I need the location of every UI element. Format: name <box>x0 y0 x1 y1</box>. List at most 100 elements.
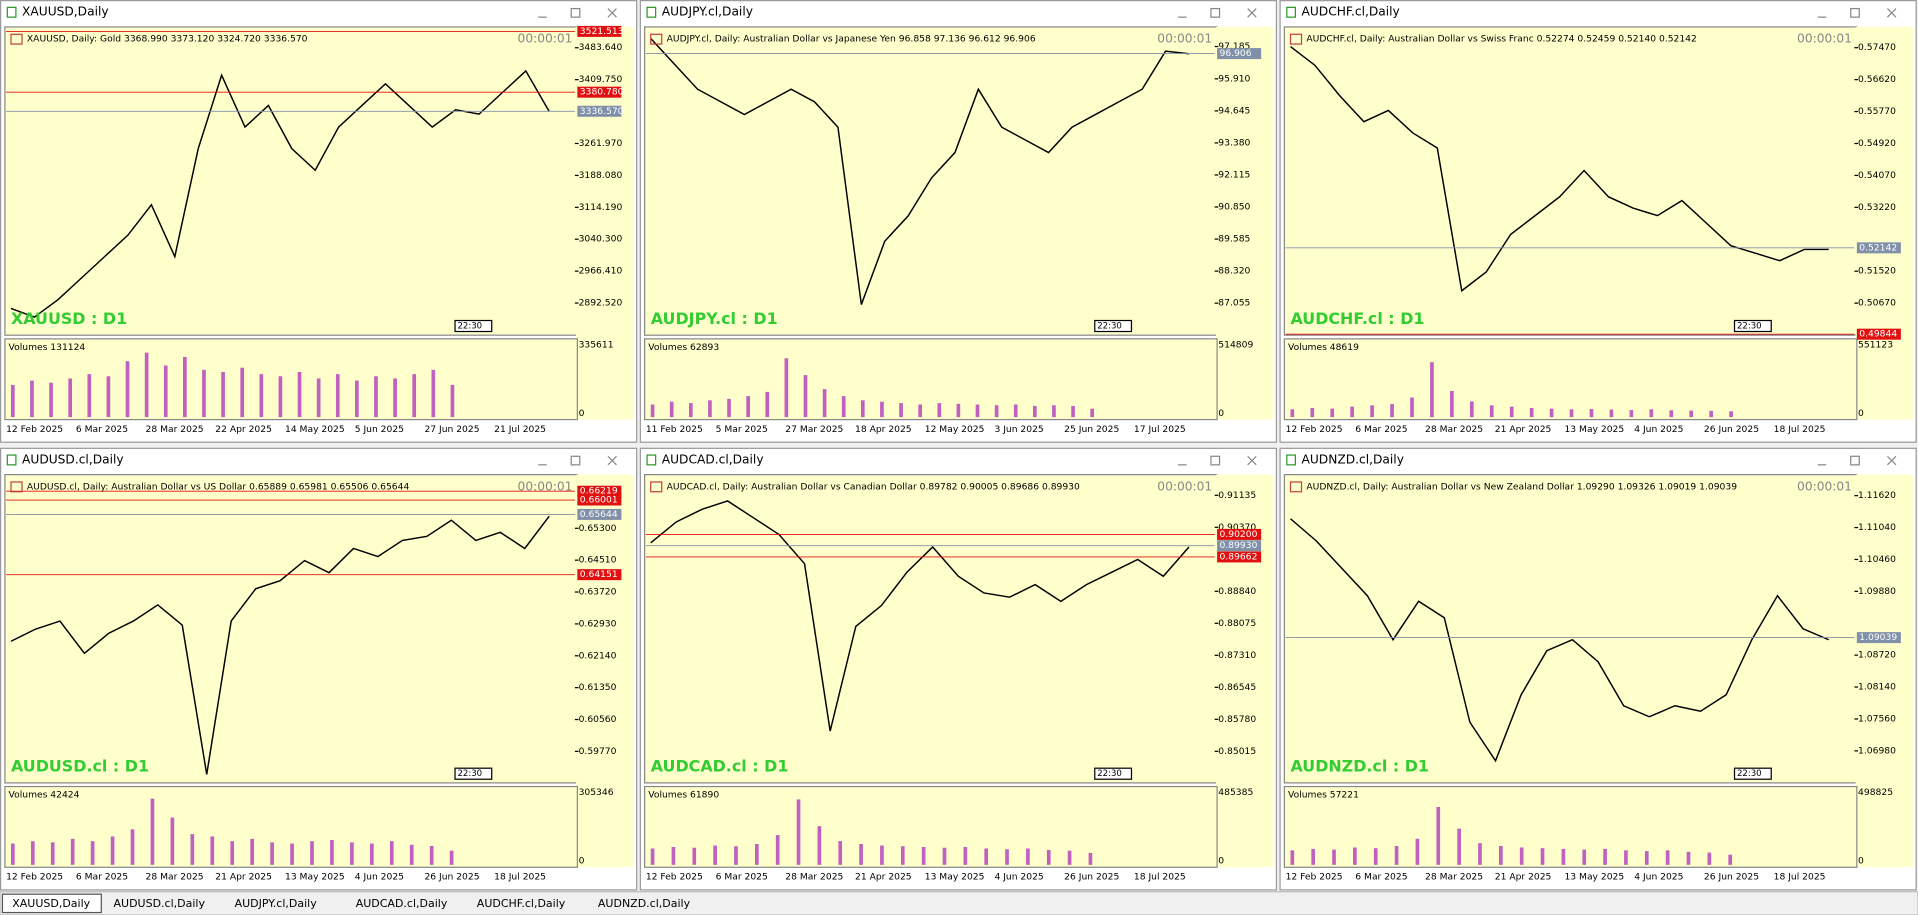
tab-label[interactable]: AUDJPY.cl,Daily <box>235 897 318 910</box>
price-tick-label: 0.88075 <box>1218 618 1256 629</box>
volume-bar <box>1005 849 1009 865</box>
window-icon <box>646 454 657 466</box>
close-button[interactable] <box>607 455 617 466</box>
maximize-button[interactable] <box>1210 7 1221 18</box>
volume-bar <box>1519 847 1524 865</box>
date-label: 12 Feb 2025 <box>6 872 63 883</box>
volume-label: Volumes 131124 <box>9 342 86 353</box>
price-tick-label: 3261.970 <box>579 138 623 149</box>
price-tick-label: 3188.080 <box>579 170 623 181</box>
date-label: 21 Jul 2025 <box>494 424 546 435</box>
volume-bar <box>1410 397 1414 418</box>
volume-bar <box>796 799 801 865</box>
volume-bar <box>70 838 75 865</box>
price-tag <box>1217 540 1262 552</box>
volume-bar <box>355 380 359 418</box>
tab[interactable] <box>1 893 102 914</box>
volume-bar <box>918 404 922 418</box>
date-label: 21 Apr 2025 <box>1495 872 1552 883</box>
date-label: 5 Jun 2025 <box>355 424 404 435</box>
date-label: 26 Jun 2025 <box>424 872 479 883</box>
price-tick-label: 0.55770 <box>1858 106 1896 117</box>
volume-bar <box>431 369 436 418</box>
volume-max-label: 514809 <box>1218 339 1253 350</box>
price-tick-label: 3040.300 <box>579 234 623 245</box>
volume-bar <box>1290 850 1295 865</box>
tab[interactable] <box>467 894 586 913</box>
date-label: 4 Jun 2025 <box>1634 424 1683 435</box>
volume-bar <box>708 400 712 418</box>
maximize-button[interactable] <box>570 7 581 18</box>
tab-label[interactable]: AUDCAD.cl,Daily <box>356 897 448 910</box>
maximize-button[interactable] <box>570 455 581 466</box>
volume-bar <box>1457 828 1461 865</box>
price-tick-label: 0.54070 <box>1858 170 1896 181</box>
time-marker: 22:30 <box>457 769 482 779</box>
date-label: 21 Apr 2025 <box>1495 424 1552 435</box>
volume-label: Volumes 61890 <box>648 790 719 801</box>
volume-bar <box>144 352 149 418</box>
info-icon <box>650 33 663 45</box>
date-label: 12 Feb 2025 <box>1286 872 1343 883</box>
tab[interactable] <box>345 894 465 913</box>
volume-bar <box>1310 407 1315 418</box>
close-button[interactable] <box>607 8 617 18</box>
tab[interactable] <box>588 894 707 913</box>
maximize-button[interactable] <box>1850 7 1860 18</box>
volume-bar <box>1052 405 1056 418</box>
volume-max-label: 335611 <box>579 339 614 350</box>
tab-label[interactable]: XAUUSD,Daily <box>12 897 90 910</box>
time-marker-box <box>1094 319 1133 333</box>
volume-zero-label: 0 <box>1218 408 1224 419</box>
close-button[interactable] <box>1886 455 1897 466</box>
price-tick-label: 0.63720 <box>579 587 617 598</box>
price-tag-label: 0.90200 <box>1220 529 1258 540</box>
price-tag-label: 0.49844 <box>1859 329 1897 340</box>
tab[interactable] <box>103 894 223 913</box>
symbol-label: XAUUSD : D1 <box>11 309 127 328</box>
volume-bar <box>692 847 697 865</box>
volume-bar <box>963 846 968 865</box>
volume-bar <box>1290 409 1295 418</box>
price-tag <box>577 569 622 581</box>
volume-bar <box>880 845 884 865</box>
volume-bar <box>1629 409 1634 418</box>
volume-pane <box>4 338 578 421</box>
close-button[interactable] <box>1247 8 1257 18</box>
price-tag <box>577 485 622 497</box>
volume-label: Volumes 48619 <box>1288 342 1359 353</box>
window-icon <box>6 6 17 18</box>
date-label: 26 Jun 2025 <box>1064 872 1119 883</box>
tab-label[interactable]: AUDCHF.cl,Daily <box>477 897 566 910</box>
price-tag <box>1217 551 1262 563</box>
maximize-button[interactable] <box>1210 455 1221 466</box>
volume-bar <box>350 842 354 865</box>
price-tick-label: 1.09880 <box>1858 586 1896 597</box>
volume-bar <box>1353 847 1357 865</box>
tab-label[interactable]: AUDUSD.cl,Daily <box>114 897 206 910</box>
date-label: 26 Jun 2025 <box>1704 872 1759 883</box>
date-label: 26 Jun 2025 <box>1704 424 1759 435</box>
maximize-button[interactable] <box>1850 455 1860 466</box>
window-title: XAUUSD,Daily <box>22 5 109 19</box>
close-button[interactable] <box>1247 455 1257 466</box>
volume-bar <box>150 798 155 865</box>
volume-bar <box>688 403 693 418</box>
volume-bar <box>163 365 168 418</box>
price-tag-label: 0.66001 <box>580 495 618 506</box>
tab-label[interactable]: AUDNZD.cl,Daily <box>598 897 691 910</box>
volume-max-label: 551123 <box>1858 339 1893 350</box>
close-button[interactable] <box>1886 8 1897 18</box>
chart-info: AUDCAD.cl, Daily: Australian Dollar vs C… <box>667 481 1080 492</box>
window-title: AUDJPY.cl,Daily <box>662 5 753 19</box>
price-pane <box>4 474 578 784</box>
volume-bar <box>1549 408 1554 418</box>
price-axis <box>1215 26 1274 420</box>
price-tick-label: 0.86545 <box>1218 682 1256 693</box>
volume-bar <box>1686 851 1691 865</box>
date-label: 18 Jul 2025 <box>1134 872 1186 883</box>
date-label: 28 Mar 2025 <box>146 872 204 883</box>
volume-bar <box>822 389 827 418</box>
info-icon <box>1289 33 1303 45</box>
tab[interactable] <box>224 894 344 913</box>
